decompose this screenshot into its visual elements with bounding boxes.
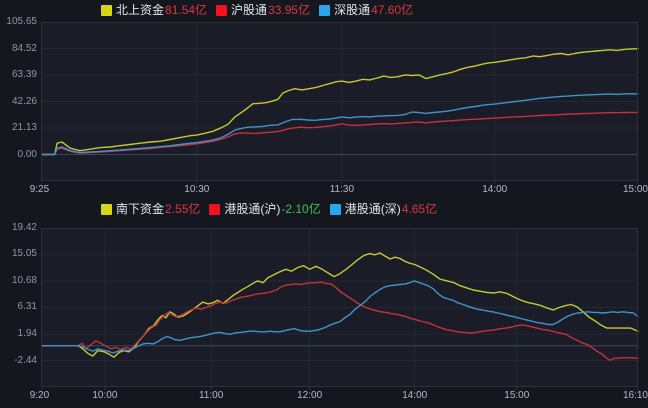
legend-item: 沪股通 33.95亿 [216, 3, 310, 18]
y-axis-tick-label: 105.65 [6, 16, 37, 27]
plot-border [41, 22, 638, 181]
northbound-chart-section: 北上资金 81.54亿 沪股通 33.95亿 深股通 47.60亿 105.65 84.52… [0, 0, 648, 198]
northbound-x-axis: 9:25 10:30 11:30 14:00 15:00 [30, 184, 648, 197]
series-line [41, 111, 639, 156]
x-axis-tick-label: 14:00 [482, 184, 508, 195]
legend-series-value: 33.95亿 [268, 3, 311, 17]
legend-swatch-icon [101, 5, 112, 16]
series-line [41, 280, 639, 354]
y-axis-tick-label: 63.39 [11, 69, 37, 80]
y-axis-tick-label: 42.26 [11, 95, 37, 107]
x-axis-tick-label: 15:00 [622, 184, 648, 195]
southbound-chart-section: 南下资金 2.55亿 港股通(沪) -2.10亿 港股通(深) 4.65亿 19.42 15… [0, 198, 648, 408]
y-axis-tick-label: 19.42 [11, 222, 37, 233]
x-axis-tick-label: 15:00 [504, 390, 530, 401]
legend-series-value: 81.54亿 [165, 3, 208, 17]
legend-series-name: 沪股通 [231, 3, 268, 17]
y-axis-tick-label: 84.52 [11, 42, 37, 54]
southbound-legend: 南下资金 2.55亿 港股通(沪) -2.10亿 港股通(深) 4.65亿 [101, 202, 437, 217]
legend-item: 北上资金 81.54亿 [101, 3, 207, 18]
y-axis-tick-label: 15.05 [11, 248, 37, 260]
legend-series-value: 47.60亿 [371, 3, 414, 17]
y-axis-tick-label: 1.94 [17, 327, 37, 339]
northbound-chart-canvas[interactable] [41, 22, 640, 185]
legend-series-value: 2.55亿 [165, 202, 201, 216]
y-axis-tick-label: 6.31 [17, 301, 37, 313]
legend-item: 港股通(沪) -2.10亿 [209, 202, 321, 217]
legend-series-value: 4.65亿 [401, 202, 438, 216]
legend-item: 深股通 47.60亿 [319, 3, 413, 18]
legend-series-value: -2.10亿 [281, 202, 321, 216]
x-axis-tick-label: 14:00 [402, 390, 428, 401]
x-axis-tick-label: 10:30 [184, 184, 210, 195]
plot-border [41, 228, 638, 387]
legend-item: 港股通(深) 4.65亿 [329, 202, 438, 217]
y-axis-tick-label: 0.00 [17, 148, 37, 160]
y-axis-tick-label: -2.44 [14, 354, 37, 366]
legend-swatch-icon [101, 204, 112, 215]
series-line [41, 281, 639, 362]
southbound-x-axis: 9:20 10:00 11:00 12:00 14:00 15:00 16:10 [30, 390, 648, 403]
legend-swatch-icon [329, 204, 341, 215]
y-axis-tick-label: 21.13 [11, 122, 37, 133]
series-line [41, 92, 639, 156]
legend-swatch-icon [319, 5, 331, 16]
x-axis-tick-label: 12:00 [297, 390, 323, 401]
x-axis-tick-label: 9:20 [29, 390, 50, 401]
series-line [41, 48, 639, 156]
legend-swatch-icon [216, 5, 228, 16]
legend-series-name: 北上资金 [116, 3, 165, 17]
southbound-chart-canvas[interactable] [41, 228, 640, 391]
legend-series-name: 南下资金 [116, 202, 165, 216]
legend-series-name: 深股通 [334, 3, 371, 17]
x-axis-tick-label: 11:00 [198, 390, 224, 401]
x-axis-tick-label: 10:00 [92, 390, 118, 401]
series-line [41, 252, 639, 358]
legend-swatch-icon [209, 204, 221, 215]
y-axis-tick-label: 10.68 [11, 274, 37, 286]
x-axis-tick-label: 9:25 [29, 184, 50, 195]
x-axis-tick-label: 11:30 [329, 184, 355, 195]
legend-series-name: 港股通(深) [344, 202, 401, 216]
legend-item: 南下资金 2.55亿 [101, 202, 200, 217]
legend-series-name: 港股通(沪) [224, 202, 281, 216]
northbound-legend: 北上资金 81.54亿 沪股通 33.95亿 深股通 47.60亿 [101, 3, 413, 18]
x-axis-tick-label: 16:10 [622, 390, 648, 401]
